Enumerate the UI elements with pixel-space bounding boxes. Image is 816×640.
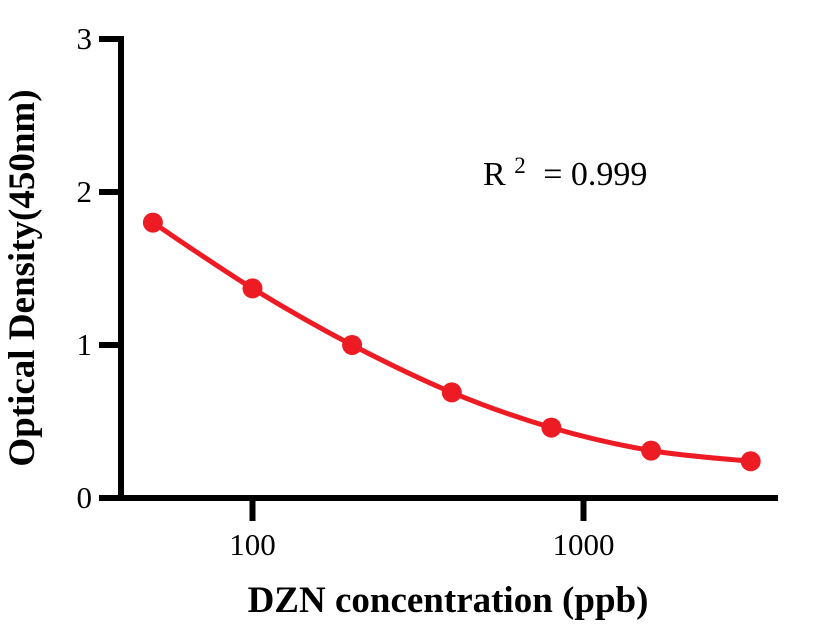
data-point-marker <box>342 335 363 355</box>
y-axis-ticks: 0 1 2 3 <box>77 21 124 515</box>
data-series <box>142 212 761 472</box>
x-axis-ticks: 100 1000 <box>229 498 615 562</box>
data-point-marker <box>242 278 263 299</box>
x-tick-label: 100 <box>229 527 276 562</box>
r-squared-rest: = 0.999 <box>543 156 647 193</box>
x-tick-label: 1000 <box>553 527 615 562</box>
data-point-marker <box>740 451 761 472</box>
data-point-marker <box>541 417 562 438</box>
y-tick-label: 0 <box>77 480 93 515</box>
data-point-markers <box>142 212 761 472</box>
y-tick-label: 3 <box>77 21 93 56</box>
data-point-marker <box>641 440 662 461</box>
r-squared-annotation: R 2 = 0.999 <box>483 144 647 193</box>
r-squared-sup: 2 <box>514 153 526 178</box>
r-squared-base: R <box>483 156 506 193</box>
data-point-marker <box>142 212 163 233</box>
y-tick-label: 1 <box>77 327 93 362</box>
x-axis-title: DZN concentration (ppb) <box>248 580 649 621</box>
data-point-marker <box>441 382 462 403</box>
y-axis-title: Optical Density(450nm) <box>2 89 43 466</box>
axes <box>99 36 778 501</box>
y-tick-label: 2 <box>77 174 93 209</box>
curve-line <box>150 220 754 464</box>
